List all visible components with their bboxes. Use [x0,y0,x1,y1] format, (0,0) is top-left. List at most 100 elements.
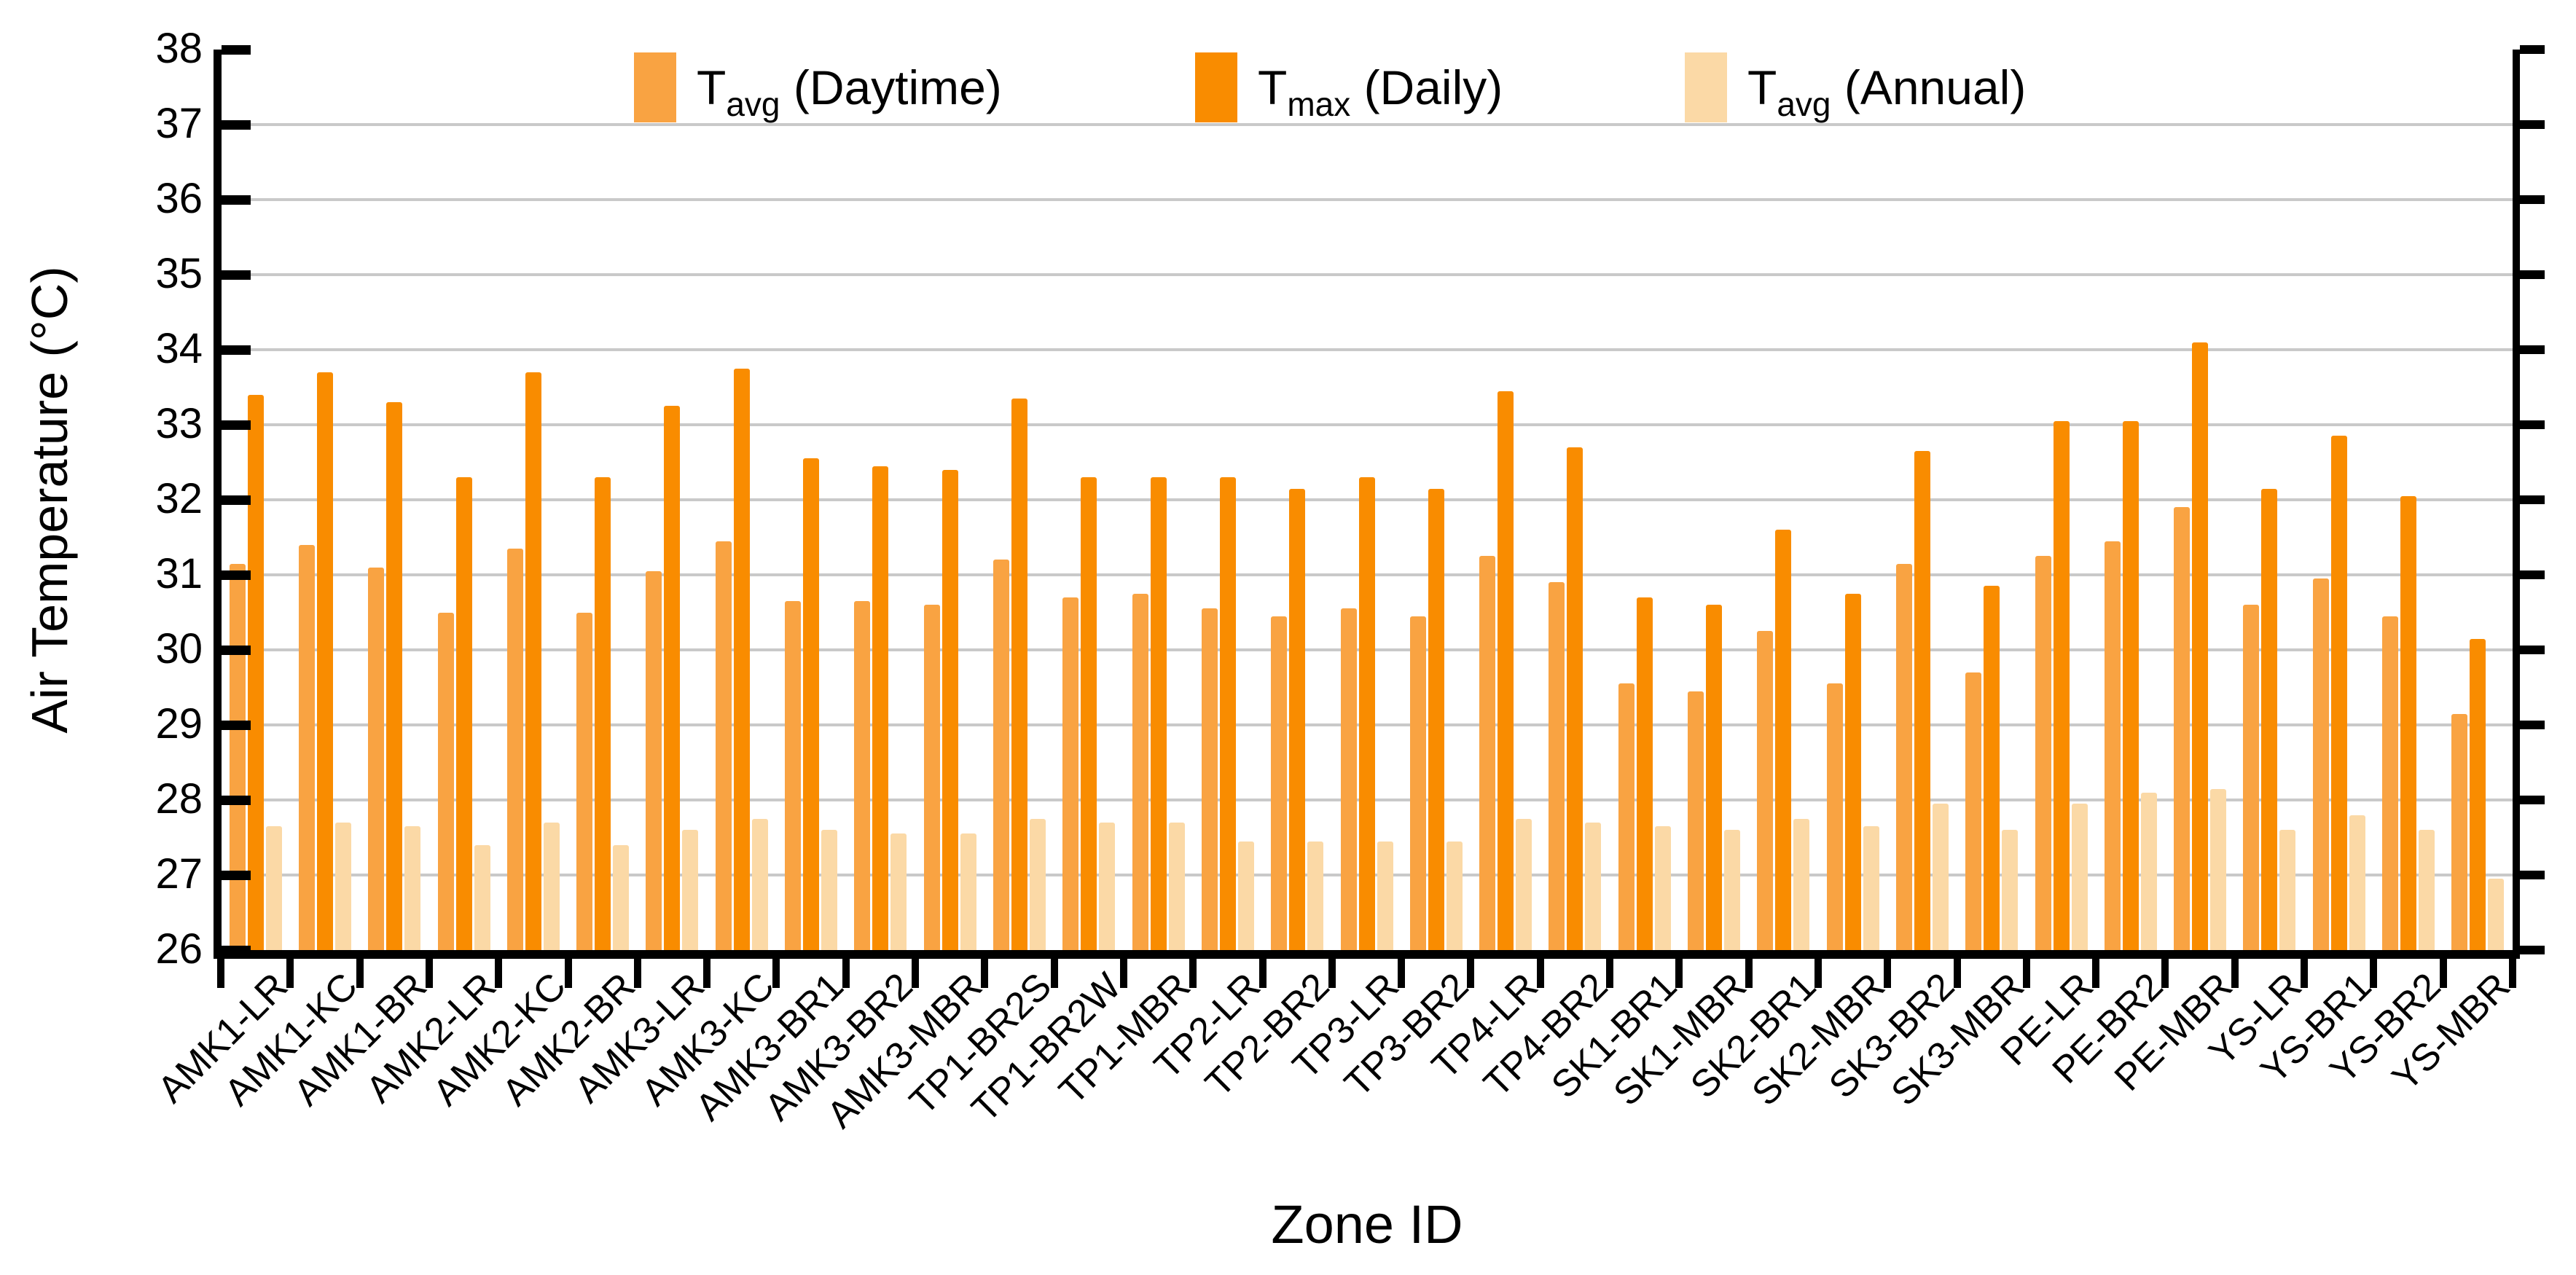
bar-tavg-annual--amk3-br2 [890,833,907,950]
y-tick-right-37 [2520,120,2545,129]
bar-tmax-daily--amk1-br [386,402,403,950]
bar-tavg-annual--amk3-lr [682,830,699,950]
bar-tavg-daytime--sk2-br1 [1757,631,1774,950]
y-tick-36 [222,195,251,205]
bar-tavg-daytime--amk3-mbr [923,605,940,950]
x-tick-5 [564,957,572,988]
bar-tavg-daytime--amk1-lr [229,563,246,950]
bar-tavg-daytime--amk2-lr [437,612,454,950]
y-tick-label-35: 35 [155,250,203,297]
bar-tavg-annual--sk2-mbr [1863,826,1879,950]
bar-tavg-annual--tp3-lr [1377,841,1393,950]
bar-tavg-annual--amk1-lr [265,826,282,950]
bar-tmax-daily--amk3-lr [664,406,681,950]
bar-tavg-daytime--tp1-mbr [1132,593,1148,950]
legend-swatch [1685,52,1727,122]
bar-tmax-daily--amk3-kc [733,368,750,950]
y-tick-label-36: 36 [155,175,203,222]
gridline-34 [221,348,2513,351]
bar-tavg-annual--pe-lr [2071,804,2088,950]
bar-tmax-daily--sk2-mbr [1844,593,1861,950]
gridline-36 [221,198,2513,201]
gridline-33 [221,423,2513,426]
legend-entry-tavg-annual-: Tavg (Annual) [1685,52,2026,128]
bar-tavg-daytime--tp1-br2s [993,560,1009,950]
bar-tmax-daily--sk1-mbr [1706,605,1722,950]
right-axis-line [2513,50,2520,959]
bar-tavg-annual--tp1-br2s [1029,818,1046,950]
x-tick-24 [1884,957,1892,988]
bar-tavg-annual--sk3-br2 [1932,804,1949,950]
bar-tavg-annual--ys-br1 [2349,815,2365,950]
bar-tavg-daytime--pe-br2 [2104,541,2121,950]
x-tick-11 [981,957,989,988]
bar-tavg-daytime--ys-br2 [2382,616,2399,950]
x-tick-29 [2231,957,2239,988]
bar-tmax-daily--amk2-br [595,477,611,950]
x-tick-27 [2092,957,2100,988]
bar-tavg-annual--amk3-br1 [821,830,838,950]
bar-tavg-daytime--ys-mbr [2451,713,2468,950]
bar-tavg-annual--amk2-kc [543,822,560,950]
x-tick-3 [425,957,433,988]
x-axis-line [214,950,2520,959]
y-tick-label-30: 30 [155,625,203,672]
x-tick-20 [1606,957,1614,988]
y-tick-right-28 [2520,796,2545,804]
bar-tmax-daily--amk2-lr [455,477,472,950]
bar-tavg-annual--tp4-br2 [1585,822,1602,950]
y-tick-33 [222,420,251,430]
bar-tavg-daytime--amk1-br [368,567,385,950]
bar-tmax-daily--pe-mbr [2192,342,2209,950]
bar-tavg-annual--sk3-mbr [2002,830,2019,950]
y-axis-title: Air Temperature (°C) [21,266,78,734]
x-tick-32 [2439,957,2447,988]
gridline-35 [221,273,2513,276]
y-axis-line [214,50,222,959]
x-tick-10 [912,957,920,988]
y-tick-28 [222,796,251,805]
y-tick-30 [222,646,251,655]
y-tick-right-36 [2520,195,2545,204]
bar-tavg-annual--amk2-lr [474,844,490,950]
y-tick-32 [222,495,251,505]
y-tick-label-37: 37 [155,100,203,147]
bar-tavg-annual--ys-mbr [2488,879,2505,950]
x-tick-9 [842,957,850,988]
y-tick-right-30 [2520,646,2545,654]
x-tick-26 [2022,957,2030,988]
bar-tmax-daily--tp2-br2 [1289,488,1306,950]
bar-tavg-annual--tp1-mbr [1168,822,1185,950]
bar-tmax-daily--ys-br1 [2330,436,2347,950]
bar-tavg-daytime--sk3-br2 [1895,563,1912,950]
bar-tavg-annual--ys-br2 [2419,830,2435,950]
x-tick-22 [1745,957,1753,988]
y-tick-label-34: 34 [155,325,203,372]
bar-tavg-daytime--sk2-mbr [1826,683,1843,950]
x-tick-19 [1536,957,1544,988]
x-tick-25 [1953,957,1961,988]
y-tick-34 [222,345,251,355]
y-tick-label-32: 32 [155,475,203,522]
x-tick-31 [2370,957,2378,988]
bar-tavg-daytime--amk2-kc [506,548,523,950]
bar-tmax-daily--tp1-br2s [1011,398,1027,950]
x-tick-7 [703,957,711,988]
y-tick-37 [222,120,251,130]
bar-tavg-daytime--amk2-br [576,612,593,950]
bar-tmax-daily--amk3-mbr [941,469,958,950]
bar-tmax-daily--tp3-lr [1358,477,1375,950]
bar-tavg-annual--pe-br2 [2140,792,2157,950]
bar-tmax-daily--amk2-kc [525,372,541,950]
bar-tmax-daily--amk1-lr [247,394,264,950]
bar-tavg-annual--amk3-mbr [960,833,976,950]
y-tick-right-26 [2520,946,2545,954]
legend-swatch [1195,52,1237,122]
x-tick-8 [772,957,780,988]
y-tick-label-28: 28 [155,775,203,823]
legend-entry-tavg-daytime-: Tavg (Daytime) [634,52,1002,128]
bar-tavg-daytime--pe-lr [2035,556,2051,950]
bar-tavg-annual--tp1-br2w [1099,822,1116,950]
bar-tmax-daily--pe-lr [2053,420,2070,950]
